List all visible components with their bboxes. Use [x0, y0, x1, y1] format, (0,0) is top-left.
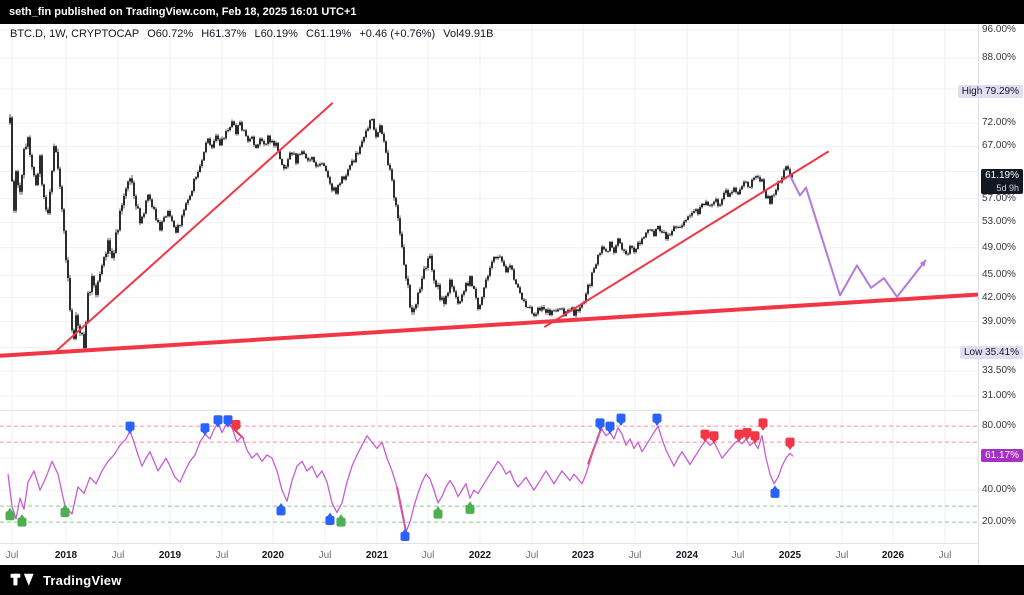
main-pane[interactable] — [0, 102, 978, 358]
signal-marker-blue — [200, 423, 210, 436]
signal-marker-red — [750, 431, 760, 444]
signal-marker-red — [785, 437, 795, 451]
trendline[interactable] — [0, 292, 978, 358]
indicator-axis-label: 80.00% — [982, 420, 1016, 432]
price-axis-label: 39.00% — [982, 315, 1016, 327]
signal-marker-blue — [652, 413, 662, 427]
price-axis-label: 49.00% — [982, 241, 1016, 253]
price-axis-divider[interactable] — [978, 24, 979, 565]
signal-marker-blue — [595, 418, 605, 431]
tradingview-wordmark[interactable]: TradingView — [43, 572, 122, 588]
time-axis-label: 2021 — [365, 550, 389, 561]
time-axis-label: 2018 — [54, 550, 78, 561]
price-axis-label: 53.00% — [982, 216, 1016, 228]
price-axis-label: 88.00% — [982, 52, 1016, 64]
signal-marker-green — [336, 514, 346, 527]
time-axis-label: Jul — [215, 550, 229, 561]
indicator-value-label: 61.17% — [981, 449, 1023, 463]
price-projection-path[interactable] — [789, 175, 927, 298]
legend-high: H61.37% — [201, 28, 247, 40]
legend-close: C61.19% — [306, 28, 352, 40]
high-price-label: High 79.29% — [957, 84, 1023, 98]
signal-marker-blue — [276, 502, 286, 516]
publish-text: seth_fin published on TradingView.com, F… — [9, 6, 357, 18]
legend-low: L60.19% — [254, 28, 298, 40]
signal-marker-green — [17, 514, 27, 527]
time-axis-label: 2019 — [158, 550, 182, 561]
time-axis-divider — [0, 543, 978, 544]
price-axis-label: 45.00% — [982, 269, 1016, 281]
trendline[interactable] — [544, 150, 829, 328]
signal-marker-blue — [605, 421, 615, 435]
indicator-pane[interactable] — [0, 413, 978, 542]
time-axis-label: Jul — [938, 550, 952, 561]
time-axis-label: Jul — [628, 550, 642, 561]
signal-marker-red — [742, 428, 752, 441]
time-axis-label: 2025 — [778, 550, 802, 561]
signal-marker-green — [433, 506, 443, 519]
signal-marker-green — [60, 504, 70, 518]
signal-marker-blue — [213, 415, 223, 428]
signal-marker-blue — [325, 512, 335, 526]
symbol-legend[interactable]: BTC.D, 1W, CRYPTOCAP O60.72% H61.37% L60… — [10, 28, 498, 40]
time-axis-label: 2026 — [881, 550, 905, 561]
signal-marker-green — [5, 507, 15, 521]
time-axis-label: 2024 — [675, 550, 699, 561]
indicator-axis-label: 20.00% — [982, 516, 1016, 528]
price-axis-label: 33.50% — [982, 364, 1016, 376]
time-axis-label: Jul — [318, 550, 332, 561]
time-axis-label: Jul — [835, 550, 849, 561]
signal-marker-blue — [616, 413, 626, 427]
signal-marker-blue — [770, 485, 780, 498]
signal-marker-red — [734, 429, 744, 443]
signal-marker-green — [465, 501, 475, 514]
signal-marker-red — [700, 429, 710, 443]
price-axis-label: 42.00% — [982, 291, 1016, 303]
projection-arrowhead — [919, 259, 926, 267]
last-price-value: 61.19% — [985, 169, 1019, 181]
time-axis-label: Jul — [5, 550, 19, 561]
bar-countdown: 5d 9h — [996, 182, 1019, 193]
price-axis-label: 96.00% — [982, 23, 1016, 35]
footer-bar: TradingView — [0, 565, 1024, 595]
signal-marker-red — [758, 418, 768, 431]
time-axis-label: Jul — [111, 550, 125, 561]
trendline[interactable] — [54, 102, 333, 354]
pane-divider[interactable] — [0, 410, 978, 411]
signal-marker-red — [709, 431, 719, 444]
price-axis-label: 31.00% — [982, 390, 1016, 402]
indicator-axis-label: 40.00% — [982, 484, 1016, 496]
price-axis-label: 57.00% — [982, 192, 1016, 204]
signal-marker-blue — [223, 415, 233, 428]
signal-marker-blue — [400, 528, 410, 542]
time-axis-label: 2023 — [571, 550, 595, 561]
signal-marker-blue — [125, 421, 135, 435]
price-axis-label: 67.00% — [982, 140, 1016, 152]
signal-marker-red — [231, 420, 241, 433]
time-axis-label: 2020 — [261, 550, 285, 561]
legend-volume: Vol49.91B — [443, 28, 494, 40]
price-axis-label: 72.00% — [982, 117, 1016, 129]
time-axis-label: Jul — [731, 550, 745, 561]
legend-symbol[interactable]: BTC.D, 1W, CRYPTOCAP — [10, 28, 140, 40]
time-axis-label: Jul — [525, 550, 539, 561]
legend-change: +0.46 (+0.76%) — [359, 28, 436, 40]
time-axis-label: Jul — [421, 550, 435, 561]
tradingview-logo-icon[interactable] — [10, 572, 36, 588]
last-price-badge: 61.19% 5d 9h — [981, 168, 1023, 194]
publish-bar: seth_fin published on TradingView.com, F… — [0, 0, 1024, 24]
low-price-label: Low 35.41% — [959, 345, 1023, 359]
rsi-line — [7, 422, 794, 533]
candlestick-series — [9, 114, 793, 352]
time-axis-label: 2022 — [468, 550, 492, 561]
legend-open: O60.72% — [147, 28, 194, 40]
